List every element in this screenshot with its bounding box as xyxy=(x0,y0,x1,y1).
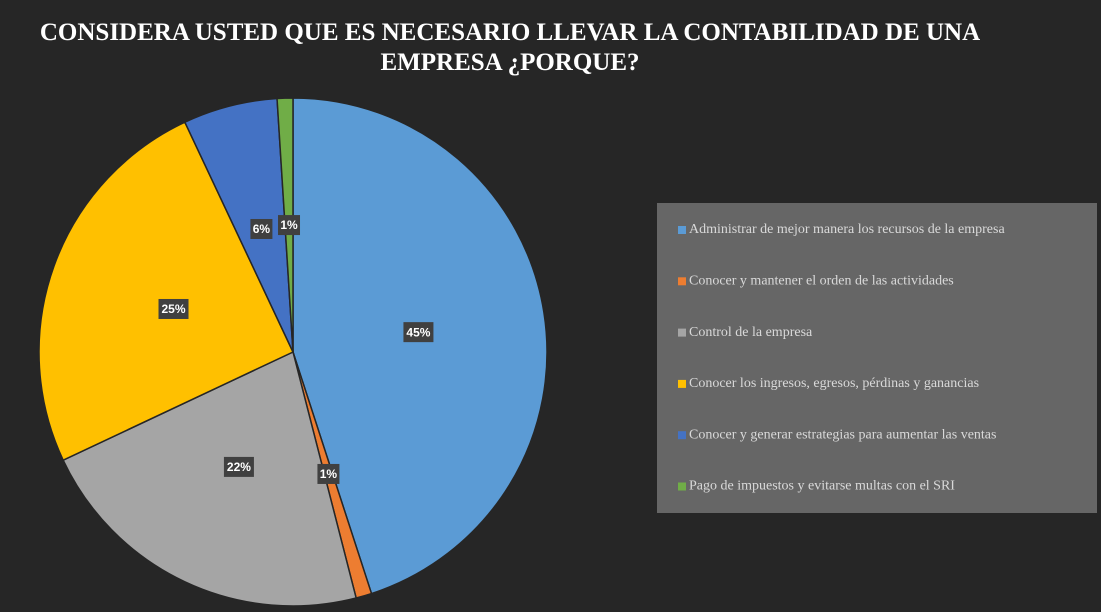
data-label: 1% xyxy=(280,218,298,232)
data-label-box xyxy=(250,218,273,239)
data-label: 1% xyxy=(320,467,338,481)
pie-slice xyxy=(38,121,294,462)
data-label: 6% xyxy=(253,222,271,236)
data-label: 25% xyxy=(161,302,185,316)
legend-swatch xyxy=(678,277,686,286)
legend-label: Administrar de mejor manera los recursos… xyxy=(689,222,1005,237)
legend-swatch xyxy=(678,431,686,440)
legend-label: Conocer y mantener el orden de las activ… xyxy=(689,274,954,289)
legend-label: Conocer los ingresos, egresos, pérdinas … xyxy=(689,376,979,391)
legend-swatch xyxy=(678,328,686,337)
data-label-box xyxy=(403,322,434,343)
legend-swatch xyxy=(678,379,686,388)
legend-swatch xyxy=(678,226,686,234)
legend-label: Pago de impuestos y evitarse multas con … xyxy=(689,479,955,494)
data-label-box xyxy=(278,215,301,236)
legend-swatch xyxy=(678,482,686,491)
legend-box xyxy=(657,203,1097,513)
data-label: 45% xyxy=(406,325,430,339)
data-label-box xyxy=(223,456,254,477)
pie-slice xyxy=(292,97,548,595)
data-label-box xyxy=(317,463,340,484)
pie-slice xyxy=(62,350,358,607)
legend-label: Control de la empresa xyxy=(689,325,813,340)
legend-label: Conocer y generar estrategias para aumen… xyxy=(689,427,996,442)
data-label: 22% xyxy=(227,460,251,474)
data-label-box xyxy=(158,298,189,319)
chart-title: CONSIDERA USTED QUE ES NECESARIO LLEVAR … xyxy=(39,19,981,76)
